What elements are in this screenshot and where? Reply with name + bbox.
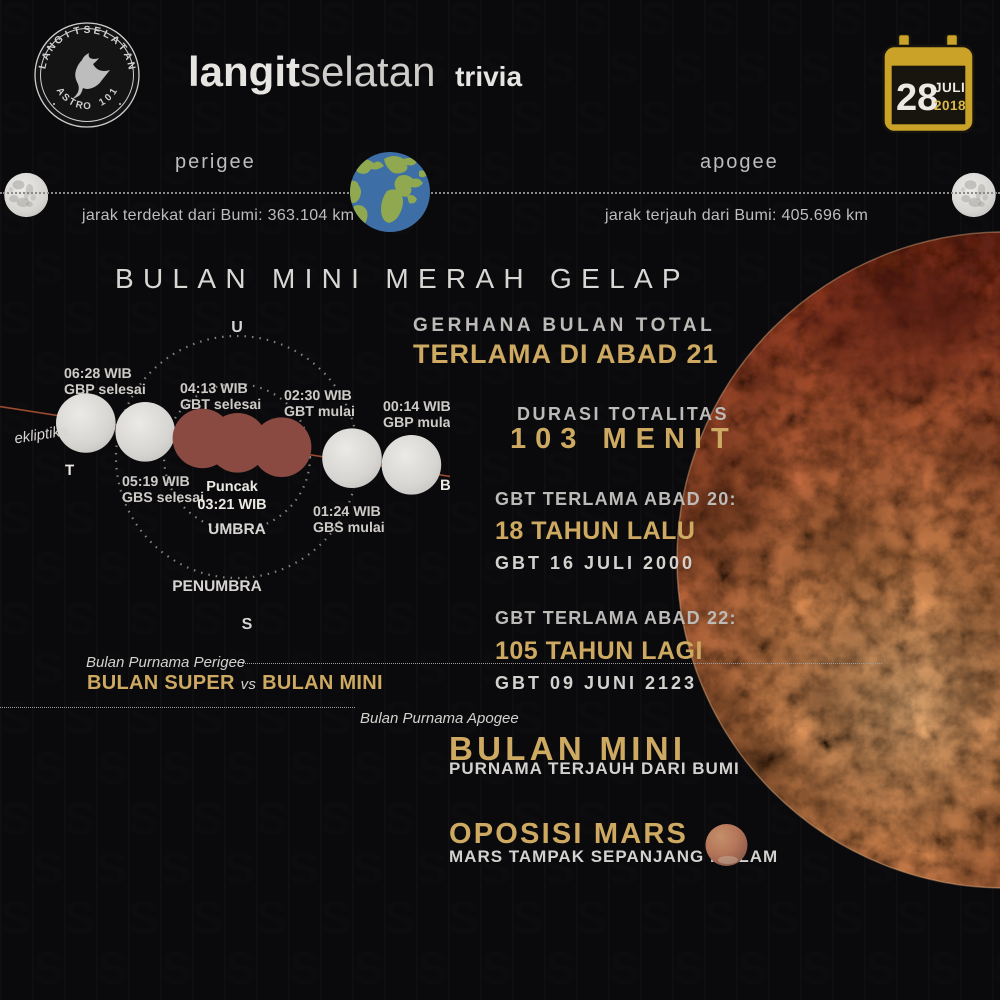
svg-text:05:19 WIB: 05:19 WIB bbox=[122, 474, 190, 490]
svg-text:U: U bbox=[231, 319, 243, 336]
svg-text:00:14 WIB: 00:14 WIB bbox=[383, 399, 450, 415]
svg-text:B: B bbox=[440, 477, 450, 494]
svg-text:Puncak: Puncak bbox=[206, 479, 259, 495]
svg-text:GBP mulai: GBP mulai bbox=[383, 415, 450, 431]
svg-text:03:21 WIB: 03:21 WIB bbox=[197, 497, 266, 513]
svg-text:04:13 WIB: 04:13 WIB bbox=[180, 381, 248, 397]
svg-text:02:30 WIB: 02:30 WIB bbox=[284, 388, 352, 404]
svg-text:ekliptika: ekliptika bbox=[13, 422, 69, 447]
svg-text:GBT mulai: GBT mulai bbox=[284, 404, 355, 420]
svg-text:GBS mulai: GBS mulai bbox=[313, 520, 385, 536]
svg-text:GBP selesai: GBP selesai bbox=[64, 382, 146, 398]
svg-text:PENUMBRA: PENUMBRA bbox=[172, 578, 262, 595]
svg-text:T: T bbox=[65, 462, 74, 479]
svg-text:2018: 2018 bbox=[934, 98, 966, 113]
svg-text:S: S bbox=[242, 616, 253, 633]
svg-text:06:28 WIB: 06:28 WIB bbox=[64, 366, 132, 382]
svg-text:UMBRA: UMBRA bbox=[208, 521, 266, 538]
svg-text:JULI: JULI bbox=[934, 80, 965, 95]
svg-text:GBS selesai: GBS selesai bbox=[122, 490, 204, 506]
svg-text:01:24 WIB: 01:24 WIB bbox=[313, 504, 381, 520]
svg-text:GBT selesai: GBT selesai bbox=[180, 397, 261, 413]
svg-text:28: 28 bbox=[896, 77, 938, 119]
